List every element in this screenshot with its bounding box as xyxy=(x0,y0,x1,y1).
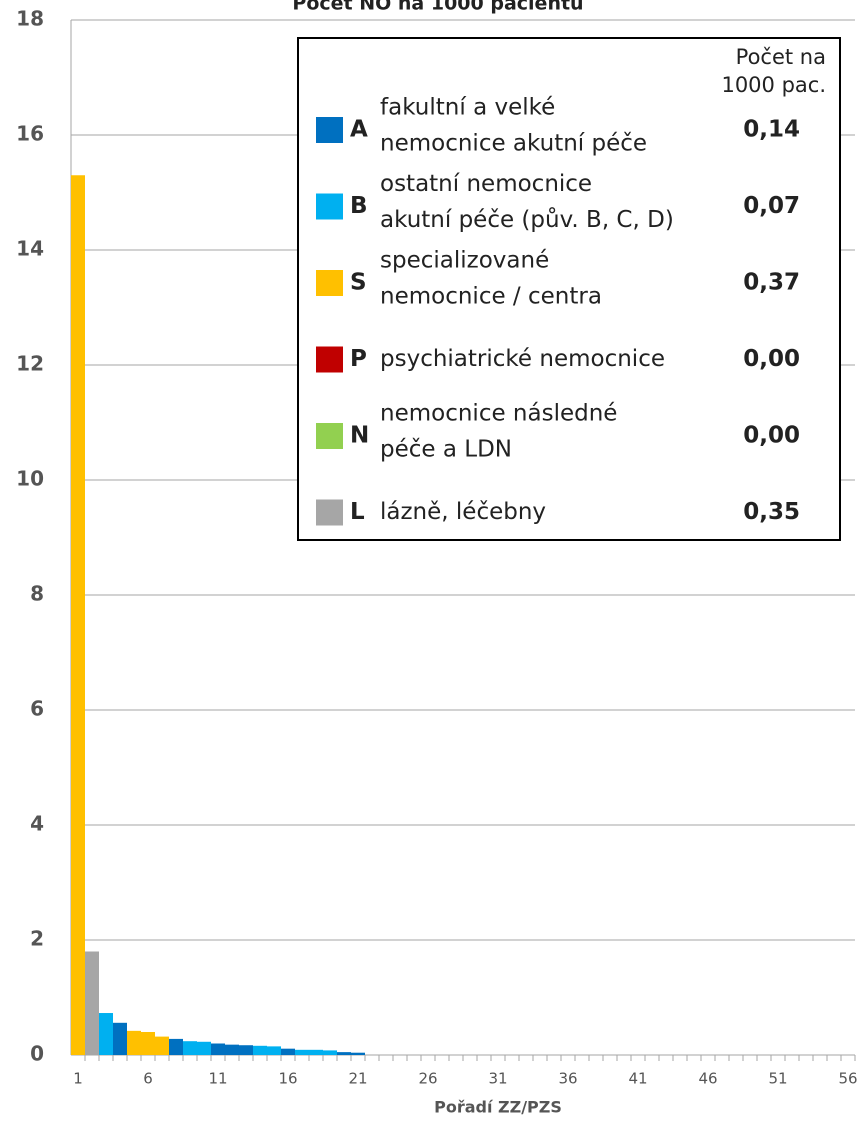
x-tick-label: 16 xyxy=(278,1070,297,1088)
bar xyxy=(197,1041,211,1055)
y-tick-label: 8 xyxy=(30,582,44,606)
x-tick-label: 41 xyxy=(628,1070,647,1088)
legend-key: L xyxy=(350,499,365,525)
bar xyxy=(71,175,85,1055)
x-tick-label: 26 xyxy=(418,1070,437,1088)
y-tick-label: 18 xyxy=(16,7,44,31)
x-tick-label: 1 xyxy=(73,1070,83,1088)
chart-title: Počet NO na 1000 pacientů xyxy=(292,0,583,15)
legend-swatch xyxy=(316,499,343,526)
legend-label: fakultní a velké xyxy=(380,95,555,121)
bar xyxy=(323,1050,337,1055)
bar xyxy=(337,1052,351,1055)
y-tick-label: 4 xyxy=(30,812,44,836)
bar xyxy=(239,1045,253,1055)
bar xyxy=(85,951,99,1055)
x-tick-label: 51 xyxy=(768,1070,787,1088)
legend-value: 0,37 xyxy=(743,270,800,296)
x-axis-title: Pořadí ZZ/PZS xyxy=(434,1098,562,1117)
legend-swatch xyxy=(316,346,343,373)
bar xyxy=(141,1032,155,1055)
legend-label: nemocnice následné xyxy=(380,401,617,427)
legend-value: 0,07 xyxy=(743,193,800,219)
y-tick-label: 6 xyxy=(30,697,44,721)
legend-label: akutní péče (pův. B, C, D) xyxy=(380,206,674,233)
bar xyxy=(127,1030,141,1055)
x-tick-label: 56 xyxy=(838,1070,857,1088)
y-tick-label: 12 xyxy=(16,352,44,376)
legend-key: A xyxy=(350,117,368,143)
legend-header: Počet na xyxy=(736,45,826,69)
y-tick-label: 10 xyxy=(16,467,44,491)
y-tick-label: 14 xyxy=(16,237,44,261)
legend-swatch xyxy=(316,117,343,143)
legend-key: S xyxy=(350,270,367,296)
legend-label: ostatní nemocnice xyxy=(380,171,592,197)
x-tick-label: 36 xyxy=(558,1070,577,1088)
legend-key: N xyxy=(350,423,369,449)
bar xyxy=(113,1022,127,1055)
bar xyxy=(309,1049,323,1055)
legend-value: 0,35 xyxy=(743,499,800,525)
x-tick-label: 11 xyxy=(208,1070,227,1088)
bar xyxy=(267,1046,281,1055)
legend-value: 0,00 xyxy=(743,346,800,372)
y-tick-label: 2 xyxy=(30,927,44,951)
bar xyxy=(295,1049,309,1055)
y-tick-label: 16 xyxy=(16,122,44,146)
legend-header: 1000 pac. xyxy=(721,73,826,97)
legend-label: psychiatrické nemocnice xyxy=(380,346,665,372)
bar xyxy=(169,1038,183,1055)
x-tick-label: 46 xyxy=(698,1070,717,1088)
x-tick-label: 31 xyxy=(488,1070,507,1088)
bar xyxy=(281,1048,295,1055)
legend-label: lázně, léčebny xyxy=(380,499,546,525)
bar xyxy=(99,1013,113,1055)
legend-key: P xyxy=(350,346,367,372)
legend-swatch xyxy=(316,423,343,449)
legend-label: péče a LDN xyxy=(380,437,512,463)
legend-value: 0,00 xyxy=(743,423,800,449)
bar xyxy=(253,1045,267,1055)
x-tick-label: 6 xyxy=(143,1070,153,1088)
bar xyxy=(225,1044,239,1055)
legend-key: B xyxy=(350,193,368,219)
bar xyxy=(351,1052,365,1055)
legend-swatch xyxy=(316,193,343,220)
legend-label: nemocnice / centra xyxy=(380,284,602,310)
legend-label: specializované xyxy=(380,248,549,274)
bar xyxy=(211,1043,225,1055)
bar xyxy=(155,1036,169,1055)
y-tick-label: 0 xyxy=(30,1042,44,1066)
x-tick-label: 21 xyxy=(348,1070,367,1088)
bar xyxy=(183,1041,197,1055)
legend-value: 0,14 xyxy=(743,117,800,143)
legend-swatch xyxy=(316,270,343,296)
legend-box xyxy=(297,37,841,541)
legend-label: nemocnice akutní péče xyxy=(380,131,647,157)
